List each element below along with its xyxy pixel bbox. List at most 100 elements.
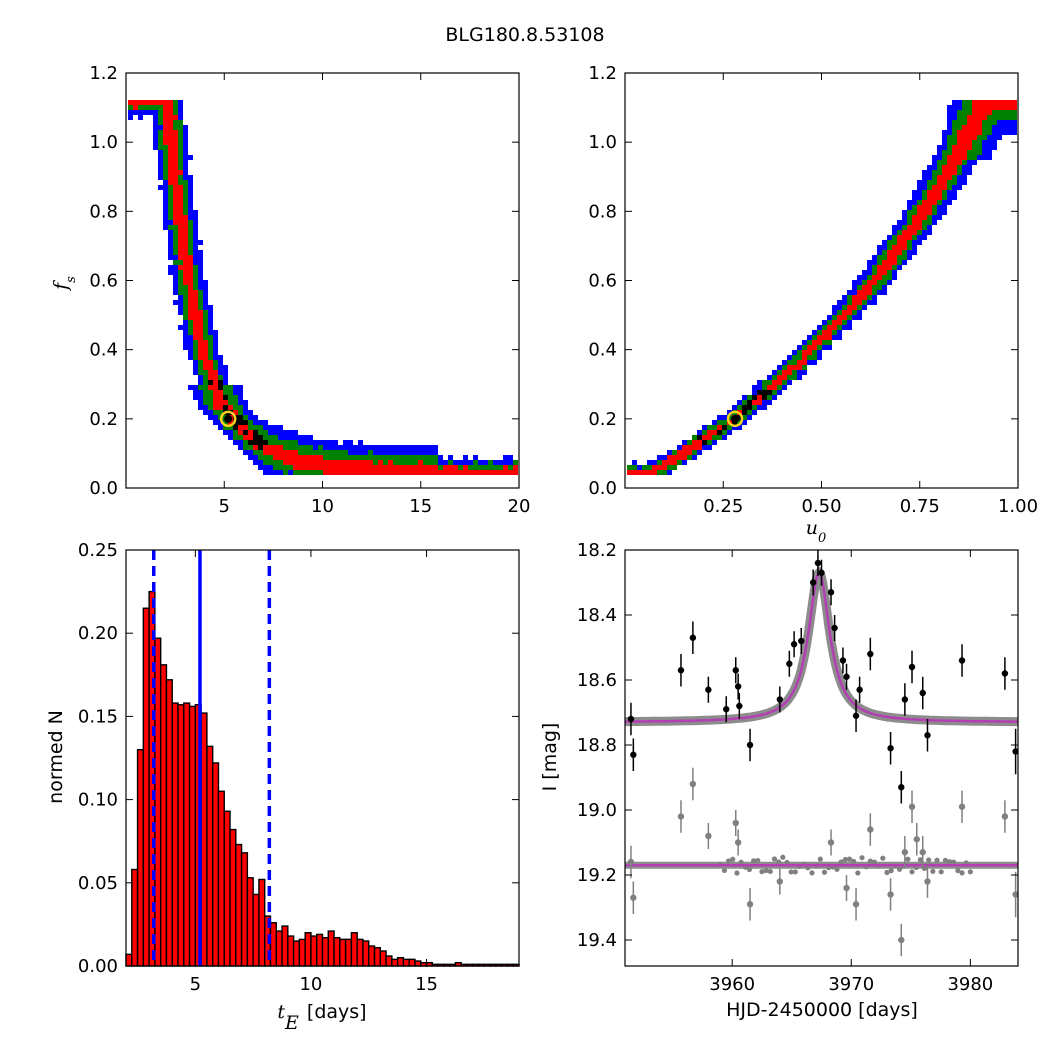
heatmap-cell [288,470,293,475]
heatmap-cell [178,230,183,235]
heatmap-cell [792,355,797,360]
heatmap-cell [138,100,143,105]
heatmap-cell [278,470,283,475]
histogram-bar [385,955,393,967]
heatmap-cell [802,350,807,355]
heatmap-cell [223,430,228,435]
heatmap-cell [208,355,213,360]
heatmap-cell [248,455,253,460]
heatmap-cell [962,115,967,120]
heatmap-cell [203,340,208,345]
heatmap-cell [183,325,188,330]
heatmap-cell [428,450,433,455]
heatmap-cell [947,200,952,205]
heatmap-cell [992,105,997,110]
heatmap-cell [677,455,682,460]
heatmap-cell [193,280,198,285]
heatmap-cell [992,100,997,105]
heatmap-cell [183,140,188,145]
heatmap-cell [987,115,992,120]
heatmap-cell [328,450,333,455]
heatmap-cell [313,440,318,445]
heatmap-cell [947,180,952,185]
heatmap-cell [348,455,353,460]
heatmap-cell [238,395,243,400]
heatmap-cell [223,425,228,430]
heatmap-cell [942,135,947,140]
heatmap-cell [737,400,742,405]
heatmap-cell [188,180,193,185]
heatmap-cell [967,125,972,130]
heatmap-cell [188,285,193,290]
y-tick-label: 0.25 [78,540,118,561]
heatmap-cell [797,355,802,360]
heatmap-cell [203,335,208,340]
heatmap-cell [927,195,932,200]
heatmap-cell [263,430,268,435]
heatmap-cell [822,345,827,350]
heatmap-cell [917,195,922,200]
heatmap-cell [837,320,842,325]
heatmap-cell [817,355,822,360]
heatmap-cell [897,240,902,245]
heatmap-cell [128,100,133,105]
heatmap-cell [702,440,707,445]
residual-noise-point [763,867,769,874]
heatmap-cell [957,170,962,175]
heatmap-cell [183,275,188,280]
heatmap-cell [677,460,682,465]
heatmap-cell [163,105,168,110]
y-tick-label: 0.0 [89,478,118,499]
heatmap-cell [1002,115,1007,120]
heatmap-cell [882,275,887,280]
heatmap-cell [303,465,308,470]
heatmap-cell [238,440,243,445]
heatmap-cell [787,355,792,360]
heatmap-cell [443,460,448,465]
heatmap-cell [193,310,198,315]
heatmap-cell [278,435,283,440]
heatmap-cell [253,430,258,435]
heatmap-cell [972,130,977,135]
heatmap-cell [807,350,812,355]
heatmap-cell [168,125,173,130]
heatmap-cell [178,110,183,115]
heatmap-cell [163,150,168,155]
y-tick-label: 18.8 [577,735,617,756]
black-data-point [843,673,850,680]
heatmap-cell [193,390,198,395]
heatmap-cell [208,375,213,380]
heatmap-cell [178,295,183,300]
heatmap-cell [732,425,737,430]
heatmap-cell [702,430,707,435]
heatmap-cell [193,260,198,265]
heatmap-cell [208,305,213,310]
heatmap-cell [173,190,178,195]
heatmap-cell [907,245,912,250]
heatmap-cell [942,200,947,205]
heatmap-cell [972,135,977,140]
heatmap-cell [927,210,932,215]
heatmap-cell [498,460,503,465]
heatmap-cell [213,410,218,415]
heatmap-cell [213,340,218,345]
heatmap-cell [298,450,303,455]
heatmap-cell [992,120,997,125]
residual-noise-point [917,857,923,863]
heatmap-cell [348,445,353,450]
heatmap-cell [188,315,193,320]
heatmap-cell [218,405,223,410]
heatmap-cell [243,410,248,415]
heatmap-cell [697,450,702,455]
heatmap-cell [872,270,877,275]
heatmap-cell [183,300,188,305]
heatmap-cell [772,385,777,390]
heatmap-cell [957,105,962,110]
gray-data-point [689,780,697,788]
heatmap-cell [877,290,882,295]
heatmap-cell [917,225,922,230]
heatmap-cell [1007,100,1012,105]
heatmap-cell [243,425,248,430]
heatmap-cell [158,185,163,190]
heatmap-cell [178,105,183,110]
